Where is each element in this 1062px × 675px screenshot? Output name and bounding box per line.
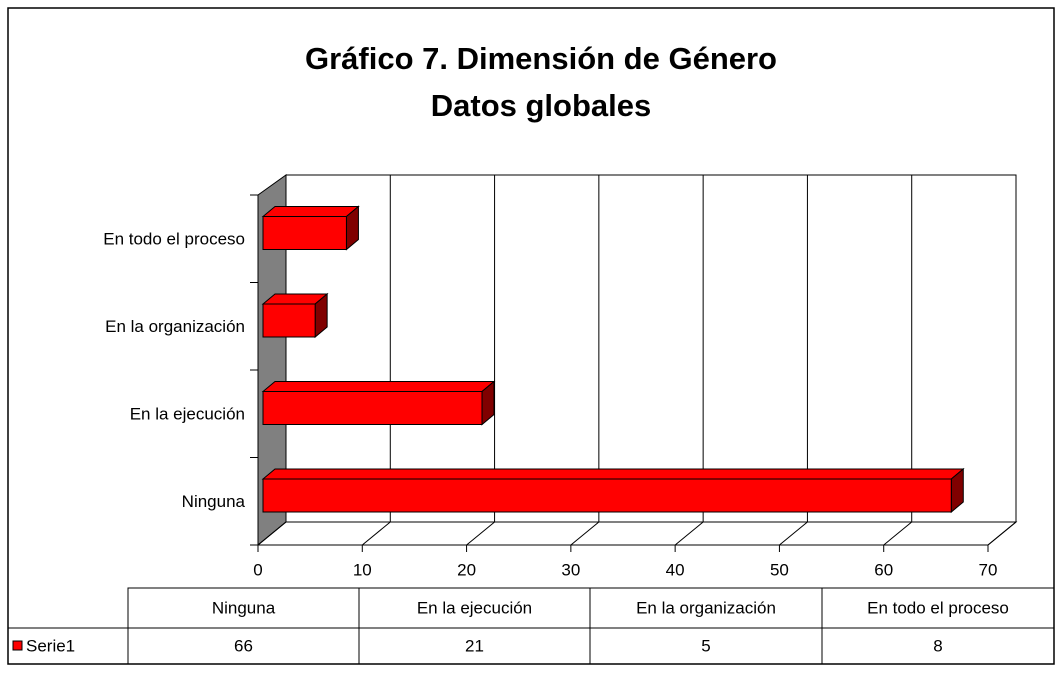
x-tick-label: 70 — [979, 560, 998, 579]
y-tick-label: En la organización — [105, 317, 245, 336]
table-header-cell: En la organización — [636, 598, 776, 617]
legend-label: Serie1 — [26, 636, 75, 655]
floor-grid-line — [987, 521, 1017, 546]
table-value-cell: 8 — [933, 636, 942, 655]
bar-front — [262, 478, 952, 513]
bar-front — [262, 391, 483, 425]
floor — [256, 521, 1018, 546]
bar-top — [261, 206, 360, 217]
floor-grid-line — [779, 521, 808, 546]
bar — [261, 292, 329, 339]
x-tick-label: 10 — [353, 560, 372, 579]
table-header-cell: Ninguna — [212, 598, 276, 617]
bar-front — [262, 216, 347, 250]
table-value-cell: 5 — [701, 636, 710, 655]
table-header-cell: En la ejecución — [417, 598, 532, 617]
bar-top — [261, 381, 496, 392]
floor-grid-line — [883, 521, 913, 546]
floor-grid-line — [674, 521, 704, 546]
floor-grid-line — [570, 521, 600, 546]
floor-grid-line — [257, 521, 287, 546]
y-tick-label: En todo el proceso — [103, 229, 245, 248]
bar-front — [262, 303, 316, 338]
x-tick-label: 50 — [770, 560, 789, 579]
bar-top — [261, 468, 965, 480]
table-value-cell: 21 — [465, 636, 484, 655]
bar — [261, 380, 496, 426]
table-header-cell: En todo el proceso — [867, 598, 1009, 617]
bar — [261, 205, 360, 251]
y-tick-label: Ninguna — [182, 492, 246, 511]
table-data-row — [7, 627, 1055, 665]
x-tick-label: 40 — [666, 560, 685, 579]
x-tick-label: 0 — [253, 560, 262, 579]
bar — [261, 467, 965, 514]
x-tick-label: 60 — [874, 560, 893, 579]
x-tick-label: 30 — [561, 560, 580, 579]
chart-title: Gráfico 7. Dimensión de Género — [305, 41, 777, 76]
legend-key — [12, 640, 23, 651]
table-value-cell: 66 — [234, 636, 253, 655]
floor-grid-line — [361, 521, 391, 546]
x-tick-label: 20 — [457, 560, 476, 579]
floor-grid-line — [466, 521, 495, 546]
y-tick-label: En la ejecución — [130, 404, 245, 423]
chart-subtitle: Datos globales — [431, 88, 652, 123]
